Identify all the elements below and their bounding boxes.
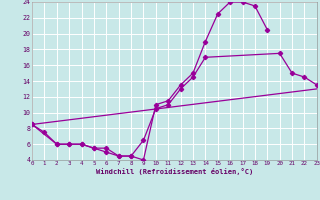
X-axis label: Windchill (Refroidissement éolien,°C): Windchill (Refroidissement éolien,°C) — [96, 168, 253, 175]
